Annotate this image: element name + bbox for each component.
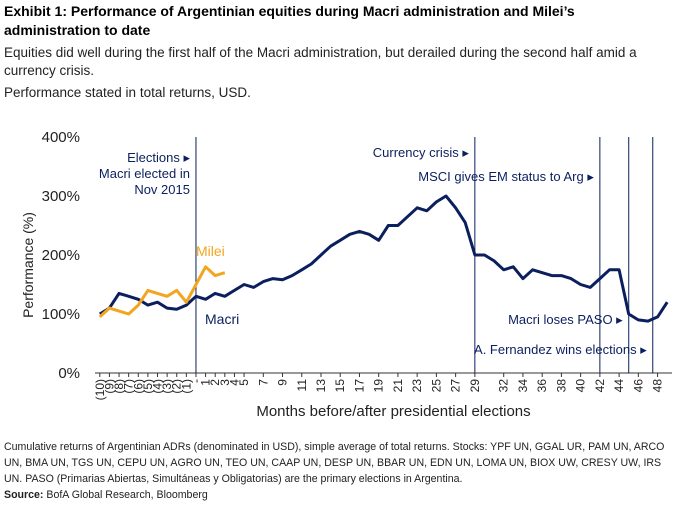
series-label: Milei (196, 243, 225, 259)
x-tick-label: (5) (141, 379, 155, 394)
x-tick-label: 38 (554, 379, 568, 393)
series-label: Macri (205, 311, 239, 327)
x-tick-label: (10) (93, 379, 107, 400)
x-tick-label: - (189, 379, 203, 383)
x-tick-label: (7) (122, 379, 136, 394)
x-tick-label: 2 (208, 379, 222, 386)
chart-title: Exhibit 1: Performance of Argentinian eq… (4, 3, 575, 38)
x-tick-label: 5 (237, 379, 251, 386)
x-tick-label: 25 (429, 379, 443, 393)
footnote-block: Cumulative returns of Argentinian ADRs (… (4, 439, 676, 503)
y-tick-label: 200% (42, 247, 80, 264)
x-tick-label: 44 (612, 379, 626, 393)
source-label: Source: (4, 489, 44, 501)
y-tick-label: 400% (42, 129, 80, 146)
annotation: Macri elected in (99, 166, 190, 181)
x-tick-label: 23 (410, 379, 424, 393)
x-tick-label: (1) (179, 379, 193, 394)
x-tick-label: 36 (535, 379, 549, 393)
annotation: Elections ▸ (127, 150, 190, 165)
footnote: Cumulative returns of Argentinian ADRs (… (4, 441, 665, 485)
y-tick-label: 0% (58, 365, 80, 382)
x-tick-label: 7 (256, 379, 270, 386)
x-tick-label: 42 (593, 379, 607, 393)
x-tick-label: (8) (112, 379, 126, 394)
annotation: MSCI gives EM status to Arg ▸ (418, 169, 594, 184)
x-tick-label: 21 (391, 379, 405, 393)
x-tick-label: 48 (651, 379, 665, 393)
line-series (99, 194, 669, 323)
x-tick-label: 13 (314, 379, 328, 393)
y-axis-label: Performance (%) (20, 212, 36, 318)
x-tick-label: (9) (102, 379, 116, 394)
y-tick-label: 300% (42, 188, 80, 205)
x-tick-label: 27 (449, 379, 463, 393)
annotation: A. Fernandez wins elections ▸ (474, 342, 647, 357)
x-tick-label: 34 (516, 379, 530, 393)
x-tick-label: 32 (497, 379, 511, 393)
annotation: Nov 2015 (134, 182, 190, 197)
x-tick-label: 15 (333, 379, 347, 393)
x-tick-label: 29 (468, 379, 482, 393)
annotation: Macri loses PASO ▸ (508, 312, 623, 327)
x-tick-label: 4 (227, 379, 241, 386)
x-tick-label: 11 (295, 379, 309, 392)
subtitle: Performance stated in total returns, USD… (4, 85, 251, 100)
x-tick-label: 46 (631, 379, 645, 393)
subtitle: Equities did well during the first half … (4, 45, 637, 78)
x-tick-label: 40 (574, 379, 588, 393)
x-tick-label: (6) (131, 379, 145, 394)
x-tick-label: 1 (199, 379, 213, 386)
x-tick-label: 19 (372, 379, 386, 393)
x-tick-label: 9 (276, 379, 290, 386)
x-tick-label: (2) (170, 379, 184, 394)
x-tick-label: (4) (151, 379, 165, 394)
x-tick-label: (3) (160, 379, 174, 394)
line-series (98, 265, 226, 319)
x-axis-label: Months before/after presidential electio… (256, 403, 530, 420)
annotation: Currency crisis ▸ (373, 145, 470, 160)
y-tick-label: 100% (42, 306, 80, 323)
x-tick-label: 17 (352, 379, 366, 393)
x-tick-label: 3 (218, 379, 232, 386)
source: BofA Global Research, Bloomberg (46, 489, 208, 501)
